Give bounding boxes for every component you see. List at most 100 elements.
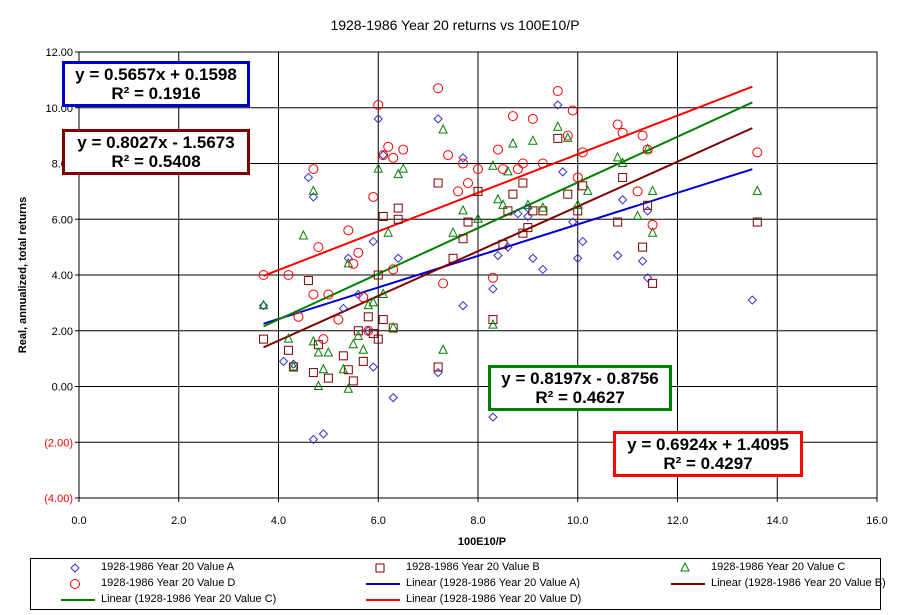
data-point	[577, 147, 588, 158]
data-point	[458, 234, 468, 244]
legend-swatch	[671, 583, 705, 585]
data-point	[368, 362, 378, 372]
data-point	[552, 121, 563, 131]
data-point	[463, 217, 473, 227]
data-point	[458, 153, 468, 163]
data-point	[503, 206, 513, 216]
data-point	[648, 278, 658, 288]
data-point	[393, 253, 403, 263]
data-points	[258, 83, 763, 445]
x-axis-label: 100E10/P	[458, 536, 506, 548]
data-point	[752, 147, 763, 158]
data-point	[523, 223, 533, 233]
data-point	[448, 253, 458, 263]
data-point	[488, 315, 498, 325]
data-point	[433, 178, 443, 188]
data-point	[308, 289, 319, 300]
data-point	[308, 335, 319, 346]
legend-label: 1928-1986 Year 20 Value C	[711, 561, 846, 573]
data-point	[353, 330, 364, 340]
legend-swatch	[366, 599, 400, 601]
data-point	[358, 356, 368, 366]
data-point	[358, 292, 369, 303]
equation-d-formula: y = 0.6924x + 1.4095	[627, 435, 789, 454]
data-point	[473, 213, 483, 223]
data-point	[492, 144, 503, 155]
data-point	[498, 199, 508, 209]
data-point	[573, 206, 583, 216]
series-a	[258, 100, 758, 445]
data-point	[353, 326, 363, 336]
equation-c-formula: y = 0.8197x - 0.8756	[501, 369, 659, 388]
data-point	[538, 264, 548, 275]
x-tick-label: 10.0	[567, 515, 588, 527]
data-point	[258, 299, 269, 310]
data-point	[613, 217, 623, 227]
data-point	[572, 172, 583, 183]
x-tick-label: 12.0	[667, 515, 688, 527]
data-point	[528, 253, 538, 263]
data-point	[612, 119, 623, 130]
trendline-equation-d: y = 0.6924x + 1.4095 R² = 0.4297	[613, 431, 803, 477]
data-point	[433, 362, 443, 372]
data-point	[443, 150, 454, 161]
legend-marker	[375, 563, 385, 573]
equation-b-formula: y = 0.8027x - 1.5673	[77, 133, 235, 152]
data-point	[632, 210, 643, 220]
data-point	[313, 242, 324, 253]
data-point	[438, 278, 449, 289]
data-point	[517, 158, 528, 169]
x-tick-label: 6.0	[371, 515, 386, 527]
data-point	[368, 296, 379, 307]
data-point	[647, 185, 658, 195]
data-point	[518, 178, 528, 188]
data-point	[259, 334, 269, 344]
data-point	[293, 311, 304, 322]
legend-swatch	[680, 561, 690, 572]
data-point	[617, 127, 628, 138]
trendline-d	[263, 85, 753, 277]
data-point	[363, 312, 373, 322]
data-point	[338, 303, 349, 314]
data-point	[378, 211, 388, 221]
data-point	[453, 186, 464, 197]
data-point	[363, 325, 374, 336]
equation-d-r2: R² = 0.4297	[663, 454, 753, 473]
data-point	[562, 132, 573, 142]
data-point	[642, 143, 653, 154]
y-axis-ticks: (4.00)(2.00)0.002.004.006.008.0010.0012.…	[44, 47, 79, 505]
equation-b-r2: R² = 0.5408	[111, 152, 201, 171]
x-tick-label: 8.0	[470, 515, 485, 527]
data-point	[558, 167, 568, 177]
data-point	[283, 332, 294, 343]
data-point	[752, 217, 762, 227]
data-point	[642, 144, 653, 155]
y-axis-label: Real, annualized, total returns	[17, 197, 29, 353]
legend-marker	[70, 563, 80, 573]
data-point	[537, 158, 548, 169]
data-point	[572, 199, 583, 209]
data-point	[458, 204, 468, 215]
equation-a-formula: y = 0.5657x + 0.1598	[75, 65, 237, 84]
data-point	[647, 227, 658, 237]
data-point	[388, 392, 398, 403]
data-point	[323, 346, 334, 357]
y-tick-label: 12.00	[45, 47, 73, 59]
trendline-equation-a: y = 0.5657x + 0.1598 R² = 0.1916	[62, 61, 250, 107]
data-point	[318, 429, 329, 439]
x-tick-label: 16.0	[866, 515, 887, 527]
legend-label: Linear (1928-1986 Year 20 Value D)	[406, 593, 582, 605]
x-tick-label: 2.0	[171, 515, 186, 527]
data-point	[638, 242, 648, 252]
data-point	[503, 242, 513, 252]
data-point	[373, 114, 383, 124]
legend-label: 1928-1986 Year 20 Value B	[406, 561, 540, 573]
chart-legend: 1928-1986 Year 20 Value A 1928-1986 Year …	[30, 558, 886, 610]
data-point	[303, 276, 313, 286]
data-point	[553, 133, 563, 143]
data-point	[618, 172, 628, 182]
data-point	[488, 412, 498, 422]
data-point	[343, 253, 354, 263]
data-point	[617, 195, 628, 205]
data-point	[643, 200, 653, 210]
